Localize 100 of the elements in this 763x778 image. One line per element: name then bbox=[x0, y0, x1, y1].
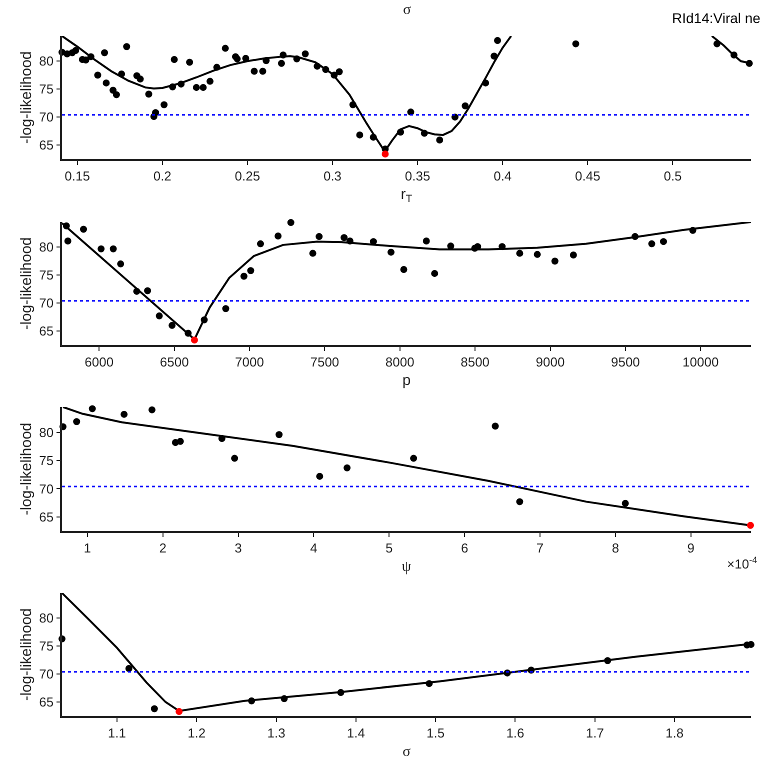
x-tick-label: 6000 bbox=[84, 354, 114, 370]
point bbox=[397, 128, 404, 136]
point bbox=[314, 62, 321, 70]
x-tick-label: 5 bbox=[386, 540, 393, 556]
x-tick-label: 8500 bbox=[460, 354, 490, 370]
x-tick-label: 3 bbox=[234, 540, 242, 556]
point bbox=[240, 272, 248, 280]
point bbox=[120, 410, 128, 418]
x-axis-title: p bbox=[402, 372, 411, 389]
point bbox=[431, 270, 438, 277]
point bbox=[622, 500, 629, 507]
point bbox=[293, 55, 300, 62]
y-tick-label: 75 bbox=[39, 268, 54, 283]
point bbox=[123, 43, 130, 50]
y-tick-label: 80 bbox=[39, 240, 54, 255]
point bbox=[316, 472, 324, 480]
point bbox=[152, 109, 160, 116]
point bbox=[247, 267, 254, 274]
y-tick-label: 80 bbox=[39, 424, 54, 440]
point bbox=[160, 101, 168, 108]
point bbox=[490, 52, 498, 60]
y-tick-label: 80 bbox=[39, 610, 54, 626]
point bbox=[98, 245, 105, 252]
y-tick-label: 65 bbox=[39, 694, 54, 710]
x-tick-label: 1.1 bbox=[108, 725, 126, 740]
point bbox=[462, 102, 469, 110]
y-tick-label: 65 bbox=[39, 138, 54, 153]
point bbox=[494, 36, 502, 44]
point bbox=[259, 68, 266, 75]
point bbox=[192, 84, 200, 91]
point bbox=[62, 222, 70, 230]
chart-title: RId14:Viral ne bbox=[672, 10, 761, 26]
point bbox=[256, 240, 264, 248]
x-tick-label: 9000 bbox=[536, 354, 565, 370]
point bbox=[748, 640, 754, 648]
point bbox=[125, 664, 132, 672]
point bbox=[148, 406, 156, 414]
y-tick-label: 70 bbox=[39, 666, 54, 682]
point bbox=[133, 288, 140, 295]
x-tick-label: 1.2 bbox=[188, 725, 206, 740]
x-tick-label: 9 bbox=[687, 540, 694, 556]
x-tick-label: 7000 bbox=[235, 354, 264, 370]
x-tick-label: 7 bbox=[536, 540, 544, 556]
point bbox=[94, 72, 102, 79]
x-tick-label: 0.45 bbox=[575, 168, 600, 184]
y-tick-label: 65 bbox=[39, 324, 54, 339]
x-tick-label: 0.35 bbox=[404, 168, 430, 184]
point bbox=[278, 60, 285, 67]
point bbox=[280, 52, 287, 59]
x-tick-label: 6 bbox=[460, 540, 468, 556]
point bbox=[248, 697, 256, 704]
x-tick-label: 8000 bbox=[385, 354, 414, 370]
point bbox=[186, 58, 194, 66]
point bbox=[287, 219, 294, 226]
point bbox=[118, 70, 126, 78]
point bbox=[660, 238, 667, 246]
point bbox=[604, 657, 612, 664]
x-tick-label: 4 bbox=[310, 540, 318, 556]
point bbox=[322, 66, 330, 74]
point bbox=[516, 250, 524, 257]
y-tick-label: 70 bbox=[39, 110, 54, 125]
point bbox=[242, 54, 250, 62]
y-axis-title: -log-likelihood bbox=[18, 51, 35, 144]
point bbox=[746, 522, 754, 529]
x-tick-label: 9500 bbox=[610, 354, 640, 370]
y-tick-label: 70 bbox=[39, 481, 54, 496]
y-tick-label: 75 bbox=[39, 453, 54, 468]
y-tick-label: 70 bbox=[39, 296, 54, 311]
point bbox=[222, 305, 230, 312]
point bbox=[178, 80, 185, 88]
point bbox=[206, 78, 214, 85]
point bbox=[176, 438, 184, 445]
point bbox=[101, 49, 108, 56]
x-tick-label: 7500 bbox=[310, 354, 340, 370]
point bbox=[213, 64, 220, 71]
x-tick-label: 1 bbox=[84, 540, 92, 556]
point bbox=[492, 422, 499, 430]
point bbox=[231, 454, 238, 462]
point bbox=[73, 418, 80, 426]
point bbox=[72, 47, 80, 54]
point bbox=[222, 44, 229, 52]
point bbox=[309, 250, 316, 257]
point bbox=[516, 498, 524, 506]
point bbox=[730, 52, 738, 59]
point bbox=[422, 238, 430, 245]
point bbox=[218, 435, 226, 442]
x-axis-title: r$_{T}$ bbox=[400, 186, 413, 205]
point bbox=[370, 134, 377, 141]
x-tick-label: 0.25 bbox=[234, 168, 260, 184]
point bbox=[110, 245, 117, 252]
x-tick-label: 2 bbox=[159, 540, 166, 556]
point bbox=[156, 312, 163, 320]
point bbox=[420, 130, 428, 137]
text: ×10$^{-4}$ bbox=[727, 555, 758, 572]
point bbox=[200, 84, 207, 91]
point bbox=[169, 83, 176, 90]
point bbox=[410, 454, 418, 462]
x-tick-label: 8 bbox=[612, 540, 620, 556]
x-axis-title: σ bbox=[402, 744, 411, 760]
x-tick-label: 0.4 bbox=[494, 168, 512, 184]
